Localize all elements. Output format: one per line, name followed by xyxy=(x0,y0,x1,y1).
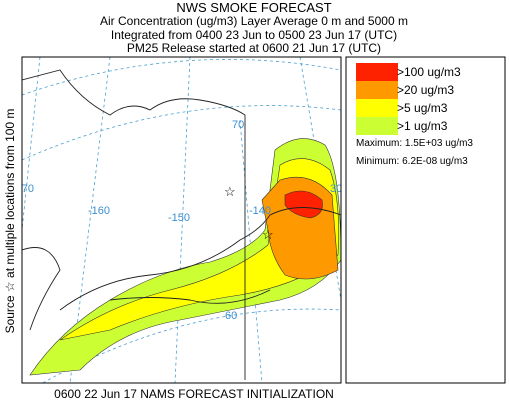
map-label: 30 xyxy=(330,183,342,195)
subtitle: PM25 Release started at 0600 21 Jun 17 (… xyxy=(127,41,381,55)
map-label: -170 xyxy=(12,183,34,195)
map: ☆ ☆ -170 -160 -150 -140 30 70 60 xyxy=(12,57,342,383)
source-star: ☆ xyxy=(262,227,274,242)
legend: >100 ug/m3 >20 ug/m3 >5 ug/m3 >1 ug/m3 xyxy=(356,63,461,135)
map-label: 70 xyxy=(232,119,244,131)
legend-label: >20 ug/m3 xyxy=(397,83,454,97)
legend-label: >5 ug/m3 xyxy=(397,101,448,115)
title: NWS SMOKE FORECAST xyxy=(176,0,331,15)
legend-label: >1 ug/m3 xyxy=(397,119,448,133)
side-label: Source ☆ at multiple locations from 100 … xyxy=(3,109,17,334)
map-label: -160 xyxy=(88,205,110,217)
map-frame xyxy=(21,56,342,384)
maximum: Maximum: 1.5E+03 ug/m3 xyxy=(356,138,473,149)
legend-swatch xyxy=(356,63,398,81)
legend-frame xyxy=(345,56,506,384)
footer: 0600 22 Jun 17 NAMS FORECAST INITIALIZAT… xyxy=(54,387,334,401)
legend-label: >100 ug/m3 xyxy=(397,65,461,79)
map-label: -150 xyxy=(168,212,190,224)
minimum: Minimum: 6.2E-08 ug/m3 xyxy=(356,156,468,167)
source-star: ☆ xyxy=(224,184,236,199)
legend-swatch xyxy=(356,99,398,117)
legend-swatch xyxy=(356,81,398,99)
subtitle: Air Concentration (ug/m3) Layer Average … xyxy=(100,14,408,28)
legend-swatch xyxy=(356,117,398,135)
map-label: -140 xyxy=(249,205,271,217)
map-label: 60 xyxy=(225,310,237,322)
subtitle: Integrated from 0400 23 Jun to 0500 23 J… xyxy=(111,28,397,42)
